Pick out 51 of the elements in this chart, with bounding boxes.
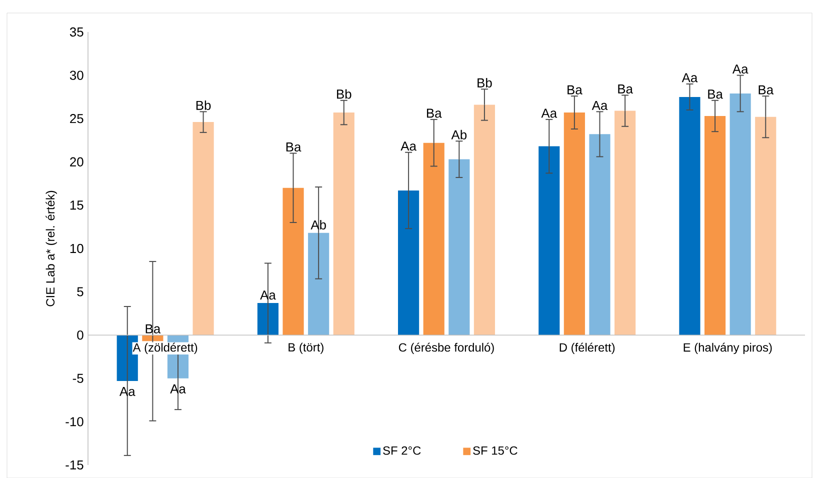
- x-tick-label: A (zöldérett): [132, 342, 198, 354]
- data-label: Bb: [478, 78, 492, 88]
- y-tick-label: -10: [66, 417, 84, 426]
- data-label: Ba: [286, 142, 302, 152]
- y-tick-label: 30: [70, 70, 84, 80]
- x-tick-label: E (halvány piros): [684, 342, 772, 354]
- bar: [282, 188, 304, 335]
- data-label: Aa: [541, 108, 558, 118]
- y-tick-label: 5: [77, 287, 84, 296]
- bar: [398, 190, 420, 335]
- bar: [755, 116, 776, 335]
- data-label: Bb: [337, 89, 352, 99]
- data-label: Aa: [682, 73, 698, 82]
- data-label: Ab: [451, 130, 467, 140]
- y-tick-label: -5: [72, 374, 84, 383]
- y-axis-title: CIE Lab a* (rel. érték): [46, 190, 57, 306]
- x-tick-label: D (félérett): [560, 342, 615, 354]
- y-tick-label: 25: [70, 114, 84, 124]
- x-tick-label: B (tört): [288, 342, 324, 354]
- y-tick-label: 0: [77, 330, 84, 340]
- bar: [308, 232, 330, 335]
- y-tick-label: 35: [70, 27, 84, 36]
- y-tick-label: -15: [66, 460, 84, 470]
- bar: [679, 96, 700, 335]
- bar: [704, 116, 726, 335]
- x-tick-label: C (érésbe forduló): [398, 342, 494, 354]
- bar: [538, 146, 560, 335]
- data-label: Aa: [592, 100, 608, 110]
- data-label: Ba: [758, 85, 774, 94]
- bar: [333, 112, 354, 335]
- bar: [257, 302, 279, 335]
- legend-label: SF 2°C: [383, 446, 421, 455]
- data-label: Ba: [568, 85, 582, 94]
- bar: [474, 104, 496, 335]
- y-tick-label: 20: [70, 157, 84, 166]
- legend-label: SF 15°C: [473, 446, 518, 455]
- data-label: Aa: [400, 142, 416, 151]
- bar: [423, 142, 444, 335]
- bar: [614, 110, 636, 335]
- bar: [448, 159, 470, 335]
- data-label: Ba: [708, 90, 723, 99]
- data-label: Ba: [426, 108, 442, 118]
- bar: [589, 134, 610, 335]
- bar: [730, 93, 751, 335]
- data-label: Bb: [196, 100, 211, 110]
- bar: [564, 112, 585, 335]
- y-tick-label: 15: [70, 200, 84, 210]
- bar: [192, 122, 214, 335]
- data-label: Ba: [618, 84, 633, 94]
- data-label: Aa: [732, 64, 748, 74]
- y-tick-label: 10: [70, 244, 84, 253]
